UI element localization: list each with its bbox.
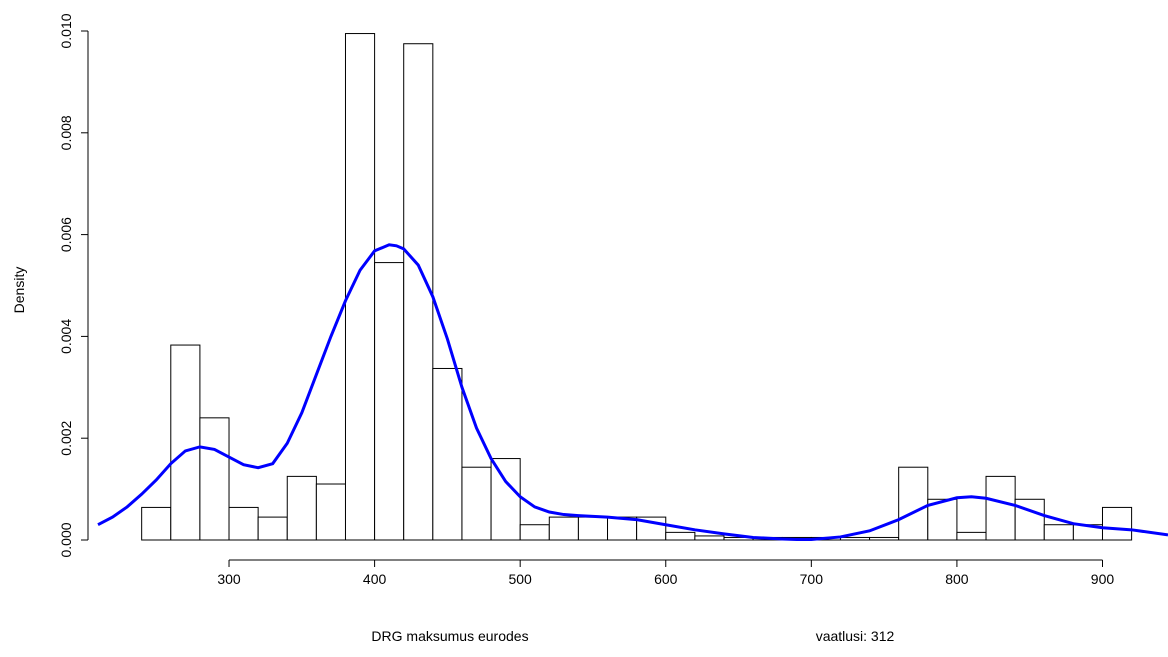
histogram-bars	[141, 33, 1133, 541]
y-tick-label: 0.008	[58, 115, 74, 150]
y-tick-label: 0.002	[58, 420, 74, 455]
histogram-bar	[432, 367, 463, 541]
histogram-bar	[985, 475, 1016, 541]
y-tick-label: 0.010	[58, 13, 74, 48]
y-axis: 0.000 0.002 0.004 0.006 0.008 0.010	[58, 13, 89, 558]
histogram-bar	[228, 506, 259, 541]
histogram-bar	[898, 466, 929, 541]
density-curve	[97, 243, 1168, 541]
histogram-bar	[694, 535, 725, 541]
y-tick-label: 0.006	[58, 217, 74, 252]
histogram-bar	[141, 506, 172, 541]
x-tick-label: 900	[1091, 571, 1115, 587]
x-tick-label: 700	[800, 571, 824, 587]
x-tick-label: 600	[654, 571, 678, 587]
histogram-bar	[490, 458, 521, 541]
histogram-bar	[927, 498, 958, 541]
y-tick-label: 0.004	[58, 319, 74, 354]
x-tick-label: 400	[363, 571, 387, 587]
histogram-bar	[286, 475, 317, 541]
histogram-bar	[403, 43, 434, 541]
histogram-bar	[577, 516, 609, 541]
histogram-bar	[1043, 524, 1074, 541]
histogram-bar	[315, 483, 346, 541]
histogram-bar	[374, 262, 405, 541]
histogram-bar	[869, 536, 900, 541]
x-tick-label: 300	[217, 571, 241, 587]
histogram-bar	[665, 531, 696, 541]
histogram-bar	[1014, 498, 1045, 541]
histogram-bar	[548, 516, 579, 541]
x-axis-title: DRG maksumus eurodes	[371, 628, 528, 644]
observations-note: vaatlusi: 312	[816, 628, 895, 644]
x-tick-label: 500	[508, 571, 532, 587]
histogram-bar	[170, 344, 201, 541]
histogram-bar	[344, 33, 376, 541]
y-axis-title: Density	[11, 267, 27, 314]
histogram-bar	[257, 516, 288, 541]
x-axis: 300 400 500 600 700 800 900	[217, 559, 1115, 587]
x-tick-label: 800	[945, 571, 969, 587]
y-tick-label: 0.000	[58, 522, 74, 557]
histogram-bar	[199, 417, 230, 541]
histogram-bar	[956, 531, 987, 541]
histogram-bar	[839, 536, 871, 541]
histogram-bar	[519, 524, 550, 541]
histogram-bar	[1101, 506, 1133, 541]
histogram-bar	[461, 466, 492, 541]
